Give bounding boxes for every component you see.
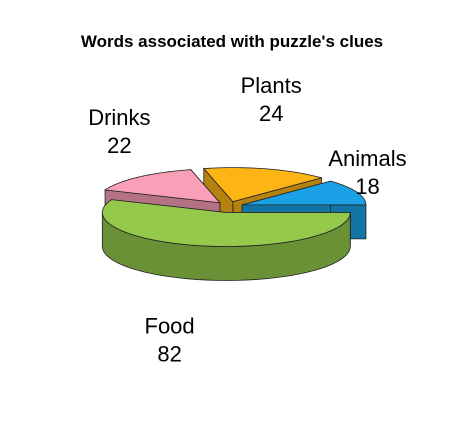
slice-label-name: Animals [328, 146, 406, 171]
slice-label-value: 24 [259, 101, 283, 126]
slice-label-value: 82 [157, 341, 181, 366]
slice-label-value: 22 [107, 133, 131, 158]
slice-food [101, 199, 351, 281]
slice-label-name: Food [145, 313, 195, 338]
slice-label-name: Drinks [88, 105, 150, 130]
slice-label-value: 18 [355, 174, 379, 199]
slice-top-face [241, 180, 367, 206]
slice-top-face [101, 199, 351, 247]
pie-slices [101, 167, 367, 281]
slice-labels: Animals 18 Plants 24 Drinks 22 Food 82 [88, 73, 406, 367]
slice-top-face [202, 167, 324, 203]
slice-top-face [103, 169, 221, 204]
chart-title: Words associated with puzzle's clues [81, 32, 383, 51]
slice-label-name: Plants [241, 73, 302, 98]
